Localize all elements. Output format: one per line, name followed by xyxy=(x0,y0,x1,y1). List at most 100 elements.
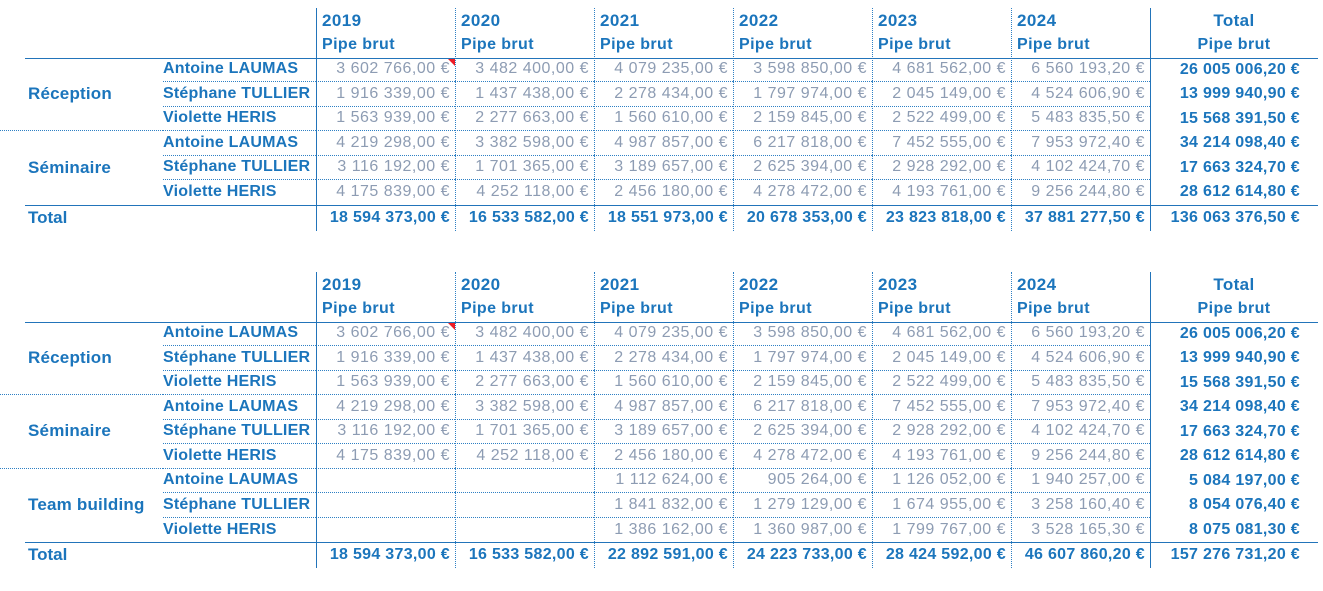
cell-value[interactable]: 4 102 424,70 € xyxy=(1011,420,1150,444)
cell-value[interactable]: 5 483 835,50 € xyxy=(1011,371,1150,395)
cell-year-header[interactable]: 2024 xyxy=(1017,10,1057,30)
cell-total-value[interactable]: 46 607 860,20 € xyxy=(1024,546,1145,563)
cell-value[interactable]: 2 159 845,00 € xyxy=(733,107,872,131)
cell-value[interactable]: 3 482 400,00 € xyxy=(455,58,594,82)
cell-value[interactable]: 3 189 657,00 € xyxy=(594,156,733,180)
cell-year-subtitle[interactable]: Pipe brut xyxy=(739,300,812,318)
cell-value[interactable]: 1 437 438,00 € xyxy=(455,82,594,107)
cell-total-row-label[interactable]: Total xyxy=(28,545,68,564)
cell-value[interactable]: 1 360 987,00 € xyxy=(753,520,867,538)
cell-person-name[interactable]: Stéphane TULLIER xyxy=(163,346,316,371)
cell-value[interactable]: 7 953 972,40 € xyxy=(1011,131,1150,156)
cell-value[interactable] xyxy=(316,469,455,493)
cell-row-total[interactable]: 34 214 098,40 € xyxy=(1179,134,1300,152)
cell-value[interactable]: 4 175 839,00 € xyxy=(336,183,450,201)
cell-value[interactable]: 7 452 555,00 € xyxy=(872,131,1011,156)
cell-value[interactable]: 1 799 767,00 € xyxy=(892,520,1006,538)
cell-value[interactable]: 2 522 499,00 € xyxy=(872,107,1011,131)
cell-person-name[interactable]: Violette HERIS xyxy=(163,520,277,538)
cell-category[interactable]: Réception xyxy=(0,322,163,395)
cell-year-subtitle[interactable]: Pipe brut xyxy=(878,36,951,54)
cell-value[interactable]: 1 701 365,00 € xyxy=(455,420,594,444)
cell-value[interactable]: 1 126 052,00 € xyxy=(872,469,1011,493)
cell-value[interactable]: 1 279 129,00 € xyxy=(733,493,872,518)
cell-total-value[interactable]: 18 551 973,00 € xyxy=(607,208,728,226)
cell-person-name[interactable]: Antoine LAUMAS xyxy=(163,395,316,420)
cell-total-header[interactable]: Total xyxy=(1213,274,1255,294)
cell-value[interactable]: 4 079 235,00 € xyxy=(594,58,733,82)
cell-year-subtitle[interactable]: Pipe brut xyxy=(461,300,534,318)
cell-value[interactable]: 2 159 845,00 € xyxy=(733,371,872,395)
cell-year-header[interactable]: 2022 xyxy=(739,274,779,294)
cell-value[interactable]: 4 102 424,70 € xyxy=(1011,156,1150,180)
cell-year-header[interactable]: 2023 xyxy=(878,10,918,30)
cell-value[interactable]: 1 674 955,00 € xyxy=(872,493,1011,518)
cell-year-header[interactable]: 2020 xyxy=(461,10,501,30)
cell-total-header[interactable]: Total xyxy=(1213,10,1255,30)
cell-value[interactable]: 4 987 857,00 € xyxy=(594,131,733,156)
cell-value[interactable]: 2 278 434,00 € xyxy=(594,82,733,107)
cell-total-value[interactable]: 20 678 353,00 € xyxy=(746,208,867,226)
cell-category[interactable]: Séminaire xyxy=(28,157,112,177)
cell-value[interactable]: 4 219 298,00 € xyxy=(316,395,455,420)
cell-value[interactable]: 1 386 162,00 € xyxy=(614,520,728,538)
cell-value[interactable]: 2 456 180,00 € xyxy=(594,444,733,469)
cell-value[interactable]: 3 598 850,00 € xyxy=(733,322,872,346)
cell-value[interactable]: 4 524 606,90 € xyxy=(1011,82,1150,107)
cell-person-name[interactable]: Stéphane TULLIER xyxy=(163,156,316,180)
cell-value[interactable]: 6 217 818,00 € xyxy=(733,131,872,156)
cell-value[interactable]: 2 625 394,00 € xyxy=(733,156,872,180)
cell-total-value[interactable]: 23 823 818,00 € xyxy=(885,208,1006,226)
cell-row-total[interactable]: 15 568 391,50 € xyxy=(1179,109,1300,127)
cell-value[interactable]: 1 701 365,00 € xyxy=(455,156,594,180)
cell-category[interactable]: Réception xyxy=(0,58,163,131)
cell-value[interactable]: 1 560 610,00 € xyxy=(594,107,733,131)
cell-value[interactable] xyxy=(455,493,594,518)
cell-total-subtitle[interactable]: Pipe brut xyxy=(1197,36,1271,54)
cell-total-subtitle[interactable]: Pipe brut xyxy=(1197,300,1271,318)
cell-person-name[interactable]: Stéphane TULLIER xyxy=(163,420,316,444)
cell-year-header[interactable]: 2021 xyxy=(600,274,640,294)
cell-row-total[interactable]: 5 084 197,00 € xyxy=(1189,471,1300,489)
cell-value[interactable]: 4 219 298,00 € xyxy=(316,131,455,156)
cell-total-value[interactable]: 24 223 733,00 € xyxy=(746,546,867,563)
cell-year-subtitle[interactable]: Pipe brut xyxy=(1017,300,1090,318)
cell-row-total[interactable]: 34 214 098,40 € xyxy=(1179,398,1300,416)
cell-year-subtitle[interactable]: Pipe brut xyxy=(1017,36,1090,54)
comment-marker[interactable] xyxy=(447,57,455,66)
cell-row-total[interactable]: 26 005 006,20 € xyxy=(1179,324,1300,342)
cell-year-header[interactable]: 2023 xyxy=(878,274,918,294)
cell-value[interactable]: 4 193 761,00 € xyxy=(892,183,1006,201)
cell-year-header[interactable]: 2022 xyxy=(739,10,779,30)
cell-total-value[interactable]: 22 892 591,00 € xyxy=(607,546,728,563)
cell-value[interactable]: 3 528 165,30 € xyxy=(1031,520,1145,538)
cell-value[interactable]: 4 252 118,00 € xyxy=(476,183,589,201)
cell-person-name[interactable]: Violette HERIS xyxy=(163,183,277,201)
cell-total-value[interactable]: 18 594 373,00 € xyxy=(329,546,450,563)
cell-value[interactable]: 6 560 193,20 € xyxy=(1011,58,1150,82)
cell-value[interactable]: 7 452 555,00 € xyxy=(872,395,1011,420)
cell-value[interactable]: 2 045 149,00 € xyxy=(872,346,1011,371)
cell-category[interactable]: Séminaire xyxy=(0,395,163,469)
cell-value[interactable]: 2 278 434,00 € xyxy=(594,346,733,371)
cell-person-name[interactable]: Violette HERIS xyxy=(163,107,316,131)
cell-value[interactable]: 1 563 939,00 € xyxy=(316,371,455,395)
cell-value[interactable] xyxy=(316,518,455,543)
cell-value[interactable]: 2 625 394,00 € xyxy=(733,420,872,444)
cell-value[interactable]: 4 079 235,00 € xyxy=(594,322,733,346)
cell-year-header[interactable]: 2019 xyxy=(322,274,362,294)
cell-row-total[interactable]: 8 054 076,40 € xyxy=(1189,496,1300,514)
cell-value[interactable]: 2 045 149,00 € xyxy=(872,82,1011,107)
cell-total-value[interactable]: 18 594 373,00 € xyxy=(329,208,450,226)
cell-value[interactable]: 7 953 972,40 € xyxy=(1011,395,1150,420)
cell-person-name[interactable]: Antoine LAUMAS xyxy=(163,469,316,493)
cell-value[interactable]: 4 524 606,90 € xyxy=(1011,346,1150,371)
cell-value[interactable] xyxy=(316,493,455,518)
cell-year-subtitle[interactable]: Pipe brut xyxy=(600,36,673,54)
cell-year-header[interactable]: 2020 xyxy=(461,274,501,294)
cell-year-subtitle[interactable]: Pipe brut xyxy=(878,300,951,318)
cell-person-name[interactable]: Violette HERIS xyxy=(163,371,316,395)
cell-value[interactable]: 905 264,00 € xyxy=(733,469,872,493)
cell-value[interactable]: 3 189 657,00 € xyxy=(594,420,733,444)
cell-value[interactable]: 6 560 193,20 € xyxy=(1011,322,1150,346)
